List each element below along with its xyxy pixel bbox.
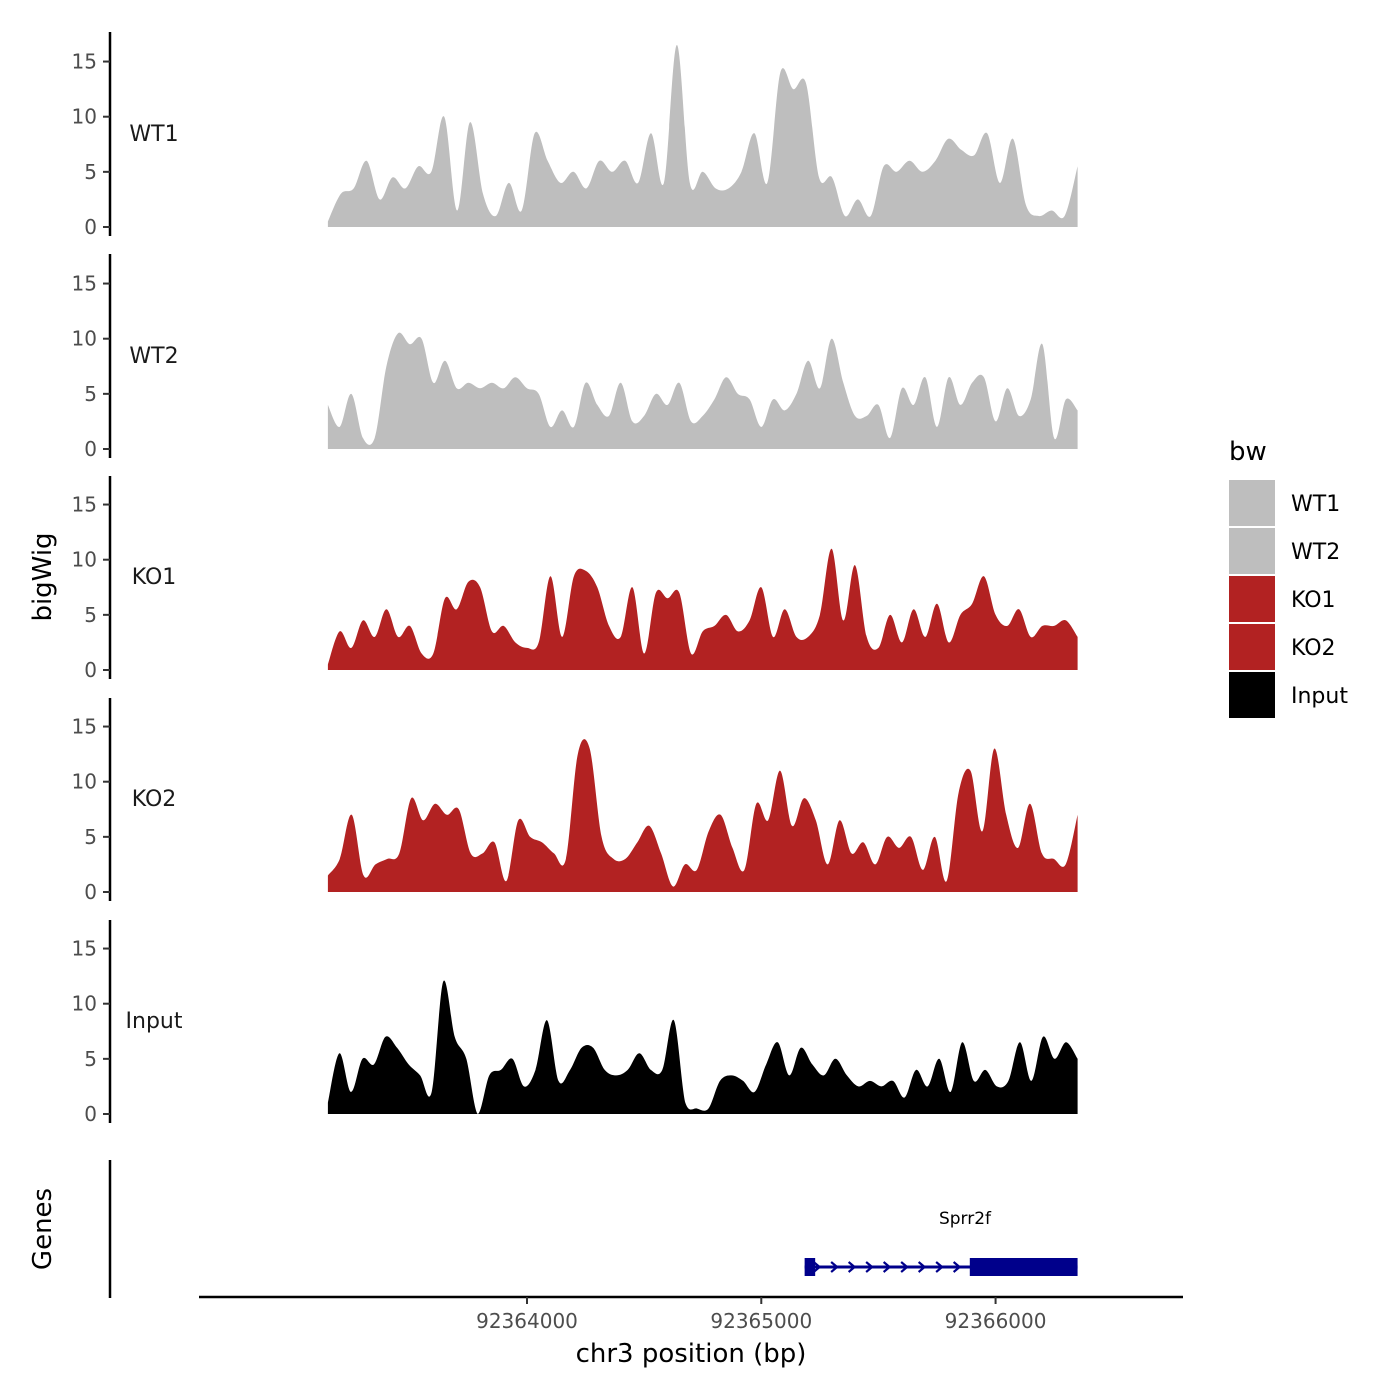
strand-arrow-icon	[952, 1261, 962, 1273]
track-ko1: 0 5 10 15 KO1	[72, 476, 1078, 682]
signal-area-ko1	[327, 548, 1078, 670]
y-tick-label: 15	[72, 493, 97, 517]
x-tick-label: 92364000	[476, 1309, 578, 1333]
x-tick-label: 92366000	[945, 1309, 1047, 1333]
y-axis-title-bigwig: bigWig	[28, 532, 58, 621]
y-tick-label: 10	[72, 992, 97, 1016]
x-tick-label: 92365000	[710, 1309, 812, 1333]
y-tick-label: 15	[72, 715, 97, 739]
track-label-wt2: WT2	[129, 344, 178, 369]
track-label-ko1: KO1	[132, 565, 177, 590]
strand-arrow-icon	[830, 1261, 839, 1273]
y-axis-title-genes: Genes	[28, 1188, 58, 1270]
legend-item-wt1: WT1	[1229, 480, 1340, 526]
legend: bw WT1 WT2 KO1 KO2 Input	[1229, 437, 1348, 718]
signal-area-ko2	[327, 739, 1078, 892]
gene-label: Sprr2f	[939, 1209, 992, 1229]
legend-label: WT2	[1291, 540, 1340, 565]
track-label-ko2: KO2	[132, 787, 177, 812]
gene-exon	[804, 1258, 816, 1276]
track-label-wt1: WT1	[129, 122, 178, 147]
y-tick-label: 15	[72, 937, 97, 961]
legend-title: bw	[1229, 437, 1267, 467]
signal-area-wt1	[327, 45, 1078, 227]
track-panels: 0 5 10 15 WT1 0 5 10 15 WT2 0 5 10 15 KO1 0 5 10 15 KO2 0 5 10…	[72, 32, 1078, 1126]
track-wt2: 0 5 10 15 WT2	[72, 254, 1078, 461]
legend-item-ko1: KO1	[1229, 576, 1336, 622]
strand-arrow-icon	[847, 1261, 857, 1273]
genes-panel: Sprr2f	[108, 1160, 1078, 1298]
y-tick-label: 5	[84, 1047, 97, 1071]
track-label-input: Input	[126, 1009, 183, 1034]
y-tick-label: 10	[72, 327, 97, 351]
y-tick-label: 15	[72, 50, 97, 74]
legend-item-input: Input	[1229, 672, 1348, 718]
legend-item-ko2: KO2	[1229, 624, 1336, 670]
legend-label: WT1	[1291, 492, 1340, 517]
legend-items: WT1 WT2 KO1 KO2 Input	[1229, 480, 1348, 718]
y-tick-label: 0	[84, 215, 97, 239]
strand-arrow-icon	[935, 1261, 944, 1273]
legend-swatch	[1229, 624, 1275, 670]
legend-swatch	[1229, 480, 1275, 526]
track-wt1: 0 5 10 15 WT1	[72, 32, 1078, 239]
y-tick-label: 0	[84, 1102, 97, 1126]
gene-exon	[969, 1258, 1078, 1276]
y-tick-label: 15	[72, 272, 97, 296]
legend-label: Input	[1291, 684, 1348, 709]
legend-swatch	[1229, 528, 1275, 574]
legend-swatch	[1229, 576, 1275, 622]
strand-arrow-icon	[812, 1261, 822, 1273]
y-tick-label: 5	[84, 160, 97, 184]
x-axis: 92364000 92365000 92366000	[199, 1295, 1183, 1333]
y-tick-label: 10	[72, 105, 97, 129]
strand-arrow-icon	[882, 1261, 892, 1273]
strand-arrow-icon	[900, 1261, 909, 1273]
legend-label: KO1	[1291, 588, 1336, 613]
y-tick-label: 10	[72, 770, 97, 794]
y-tick-label: 5	[84, 603, 97, 627]
legend-swatch	[1229, 672, 1275, 718]
signal-area-wt2	[327, 332, 1078, 449]
legend-item-wt2: WT2	[1229, 528, 1340, 574]
gene-sprr2f: Sprr2f	[804, 1209, 1078, 1276]
signal-area-input	[327, 980, 1078, 1114]
strand-arrow-icon	[865, 1261, 874, 1273]
y-tick-label: 10	[72, 548, 97, 572]
y-tick-label: 0	[84, 658, 97, 682]
x-ticks: 92364000 92365000 92366000	[476, 1297, 1046, 1333]
y-tick-label: 5	[84, 825, 97, 849]
track-input: 0 5 10 15 Input	[72, 920, 1078, 1126]
legend-label: KO2	[1291, 636, 1336, 661]
y-tick-label: 5	[84, 382, 97, 406]
gene-models: Sprr2f	[804, 1209, 1078, 1276]
track-ko2: 0 5 10 15 KO2	[72, 698, 1078, 904]
y-tick-label: 0	[84, 437, 97, 461]
strand-arrow-icon	[917, 1261, 927, 1273]
y-tick-label: 0	[84, 880, 97, 904]
x-axis-title: chr3 position (bp)	[576, 1339, 807, 1369]
